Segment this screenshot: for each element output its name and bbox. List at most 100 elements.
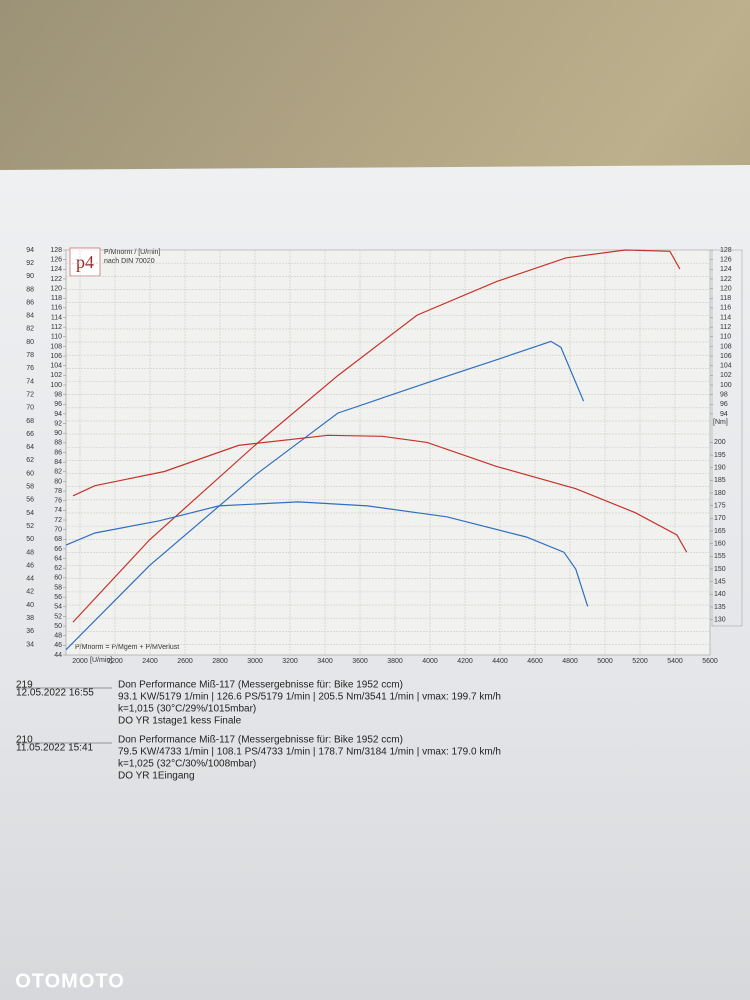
ps-tick-label: 96 <box>54 401 62 408</box>
y-tick-label: 54 <box>26 510 34 517</box>
formula: P/Mnorm = P/Mgem + P/MVerlust <box>75 644 179 651</box>
header: P/Mnorm / [U/min] <box>104 249 160 256</box>
ps-tick-label: 120 <box>50 285 62 292</box>
x-tick-label: 4000 <box>422 658 438 665</box>
ps-tick-label: 124 <box>50 266 62 273</box>
y-tick-label: 56 <box>26 497 34 504</box>
run-line: 93.1 KW/5179 1/min | 126.6 PS/5179 1/min… <box>118 692 501 703</box>
ps-tick-label: 66 <box>54 546 62 553</box>
y2-tick-label: 175 <box>714 503 726 510</box>
y2-axis-box <box>711 249 743 627</box>
ps-tick-label: 98 <box>54 391 62 398</box>
ps-right-tick-label: 96 <box>720 401 728 408</box>
y-tick-label: 66 <box>26 431 34 438</box>
ps-tick-label: 90 <box>54 430 62 437</box>
y-tick-label: 60 <box>26 470 34 477</box>
run-line: Don Performance Miß-117 (Messergebnisse … <box>118 735 403 746</box>
x-tick-label: 3000 <box>247 658 263 665</box>
ps-tick-label: 44 <box>54 652 62 659</box>
y2-tick-label: 130 <box>714 616 726 623</box>
ps-tick-label: 74 <box>54 507 62 514</box>
ps-right-tick-label: 128 <box>720 247 732 254</box>
x-tick-label: 2800 <box>212 658 228 665</box>
x-tick-label: 2600 <box>177 658 193 665</box>
y2-tick-label: 155 <box>714 553 726 560</box>
ps-tick-label: 82 <box>54 469 62 476</box>
x-unit: [U/min] <box>90 657 112 664</box>
ps-right-tick-label: 120 <box>720 285 732 292</box>
y2-tick-label: 195 <box>714 452 726 459</box>
ps-tick-label: 54 <box>54 604 62 611</box>
ps-right-tick-label: 118 <box>720 295 731 302</box>
ps-right-tick-label: 122 <box>720 276 732 283</box>
y2-tick-label: 185 <box>714 477 726 484</box>
logo-box <box>69 247 101 277</box>
x-tick-label: 3200 <box>282 658 298 665</box>
ps-tick-label: 76 <box>54 498 62 505</box>
y-tick-label: 46 <box>26 562 34 569</box>
x-tick-label: 4800 <box>562 658 578 665</box>
ps-tick-label: 68 <box>54 536 62 543</box>
x-tick-label: 3400 <box>317 658 333 665</box>
ps-tick-label: 112 <box>51 324 62 331</box>
run-line: Don Performance Miß-117 (Messergebnisse … <box>118 680 403 691</box>
x-tick-label: 4400 <box>492 658 508 665</box>
y-tick-label: 38 <box>26 615 34 622</box>
ps-tick-label: 108 <box>50 343 62 350</box>
ps-right-tick-label: 100 <box>720 382 732 389</box>
x-tick-label: 2200 <box>107 658 123 665</box>
y-tick-label: 68 <box>26 418 34 425</box>
ps-right-tick-label: 102 <box>720 372 732 379</box>
run-date: 11.05.2022 15:41 <box>16 743 94 754</box>
subheader: nach DIN 70020 <box>104 258 155 265</box>
ps-right-tick-label: 114 <box>720 314 731 321</box>
ps-right-tick-label: 116 <box>720 305 731 312</box>
ps-tick-label: 60 <box>54 575 62 582</box>
y-tick-label: 44 <box>26 576 34 583</box>
y2-tick-label: 145 <box>714 578 726 585</box>
ps-right-tick-label: 106 <box>720 353 732 360</box>
x-tick-label: 4600 <box>527 658 543 665</box>
y-tick-label: 82 <box>26 326 34 333</box>
run-line: k=1,015 (30°C/29%/1015mbar) <box>118 704 256 715</box>
ps-tick-label: 128 <box>50 247 62 254</box>
curve <box>72 434 688 553</box>
x-tick-label: 5600 <box>702 658 718 665</box>
x-tick-label: 3800 <box>387 658 403 665</box>
ps-right-tick-label: 98 <box>720 391 728 398</box>
ps-tick-label: 80 <box>54 478 62 485</box>
y-tick-label: 88 <box>26 286 34 293</box>
ps-tick-label: 100 <box>50 382 62 389</box>
y-tick-label: 36 <box>26 628 34 635</box>
y-tick-label: 76 <box>26 365 34 372</box>
x-tick-label: 3600 <box>352 658 368 665</box>
watermark: OTOMOTO <box>15 970 125 992</box>
y-tick-label: 58 <box>26 484 34 491</box>
ps-tick-label: 106 <box>50 353 62 360</box>
y-tick-label: 80 <box>26 339 34 346</box>
y2-tick-label: 140 <box>714 591 726 598</box>
ps-tick-label: 78 <box>54 488 62 495</box>
y-tick-label: 52 <box>26 523 34 530</box>
ps-tick-label: 58 <box>54 584 62 591</box>
plot-area <box>65 249 711 656</box>
y-tick-label: 86 <box>26 299 34 306</box>
ps-tick-label: 70 <box>54 526 62 533</box>
x-tick-label: 2000 <box>72 658 88 665</box>
y2-tick-label: 190 <box>714 465 726 472</box>
curve <box>65 501 589 607</box>
y2-tick-label: 165 <box>714 528 726 535</box>
ps-tick-label: 118 <box>51 295 62 302</box>
ps-tick-label: 116 <box>51 305 62 312</box>
y-tick-label: 62 <box>26 457 34 464</box>
ps-tick-label: 64 <box>54 555 62 562</box>
y-tick-label: 92 <box>26 260 34 267</box>
ps-tick-label: 88 <box>54 440 62 447</box>
ps-tick-label: 110 <box>51 334 62 341</box>
y2-tick-label: 170 <box>714 515 726 522</box>
ps-right-tick-label: 126 <box>720 256 732 263</box>
curve <box>72 249 681 623</box>
ps-right-tick-label: 112 <box>720 324 731 331</box>
